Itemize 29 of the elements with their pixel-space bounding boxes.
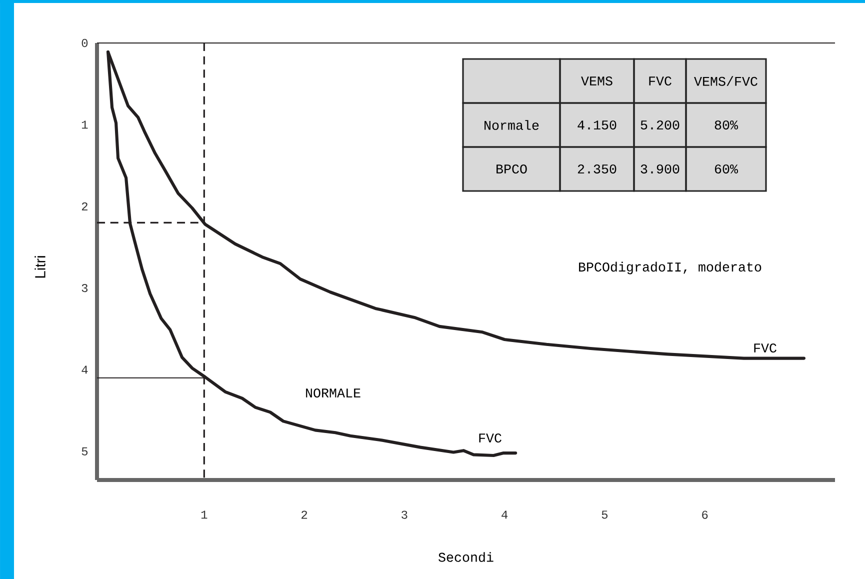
annotation: 5.200 [640, 120, 680, 130]
annotation: 80% [714, 120, 738, 130]
annotation: VEMS [581, 76, 612, 86]
y-tick-label: 0 [82, 38, 88, 48]
x-tick-label: 1 [201, 510, 208, 519]
y-tick-label: 5 [82, 447, 88, 456]
annotation: VEMS/FVC [694, 76, 758, 86]
annotation: BPCO [496, 164, 527, 174]
x-tick-label: 4 [502, 510, 508, 519]
annotation: FVC [479, 433, 502, 443]
annotation: NORMALE [306, 388, 360, 398]
x-tick-label: 6 [702, 510, 708, 519]
x-axis-title: Secondi [438, 552, 494, 562]
annotation: BPCOdigradoII, moderato [579, 262, 762, 274]
x-tick-label: 5 [602, 510, 608, 519]
annotation: FVC [649, 76, 672, 86]
y-tick-label: 1 [82, 120, 88, 129]
annotation: 2.350 [578, 164, 616, 174]
annotation: 3.900 [640, 164, 680, 174]
y-tick-label: 3 [82, 284, 88, 292]
y-tick-label: 2 [82, 202, 88, 210]
annotation: FVC [754, 343, 776, 353]
x-tick-label: 2 [302, 510, 308, 519]
annotation: 4.150 [578, 120, 616, 130]
annotation: Normale [484, 120, 539, 130]
y-axis-title: Litri [34, 256, 46, 278]
y-tick-label: 4 [82, 366, 88, 374]
annotation: 60% [714, 164, 738, 174]
x-tick-label: 3 [402, 510, 408, 519]
